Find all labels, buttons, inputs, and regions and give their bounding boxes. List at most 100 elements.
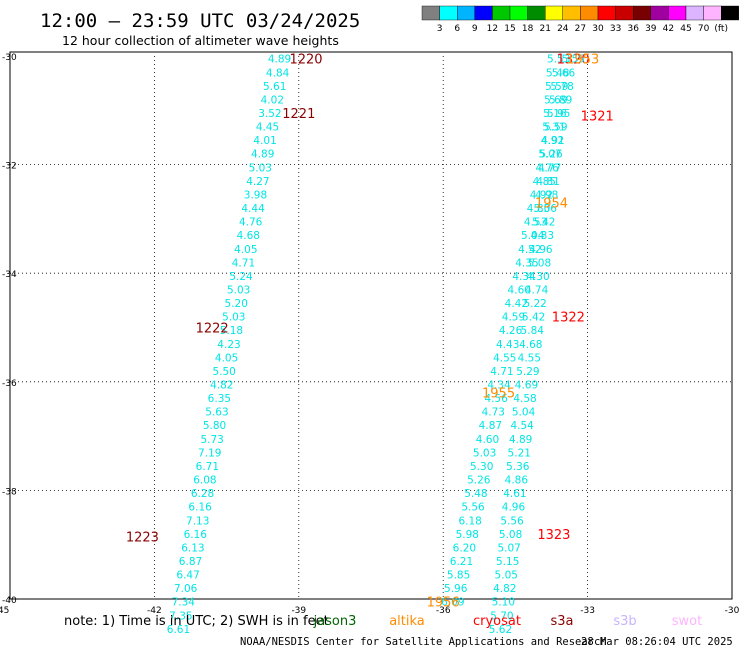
wave-height-label: 4.71 xyxy=(232,257,255,269)
wave-height-label: 5.80 xyxy=(203,420,226,432)
legend-swatch xyxy=(685,5,704,21)
legend-swatch xyxy=(457,5,476,21)
wave-height-label: 4.91 xyxy=(541,135,564,147)
wave-height-label: 5.63 xyxy=(205,407,228,419)
wave-height-label: 4.53 xyxy=(524,217,547,229)
wave-height-label: 5.95 xyxy=(547,108,570,120)
footer-timestamp: 28 Mar 08:26:04 UTC 2025 xyxy=(581,636,733,648)
wave-height-label: 4.56 xyxy=(484,393,508,405)
wave-height-label: 5.42 xyxy=(532,217,555,229)
legend-label: 39 xyxy=(645,24,657,34)
wave-height-label: 7.35 xyxy=(169,610,192,622)
legend-swatch xyxy=(421,5,440,21)
x-tick-label: -30 xyxy=(725,606,740,616)
legend-label: 12 xyxy=(487,24,498,34)
wave-height-label: 5.56 xyxy=(500,515,524,527)
chart-title: 12:00 – 23:59 UTC 03/24/2025 xyxy=(40,10,360,32)
wave-height-label: 5.69 xyxy=(544,94,567,106)
wave-height-label: 5.48 xyxy=(464,488,487,500)
wave-height-label: 5.26 xyxy=(539,149,563,161)
wave-height-label: 5.03 xyxy=(227,284,250,296)
wave-height-label: 4.61 xyxy=(503,488,526,500)
time-label: 1953 xyxy=(566,53,599,68)
legend-label: 70 xyxy=(698,24,710,34)
footer-note: note: 1) Time is in UTC; 2) SWH is in fe… xyxy=(64,614,329,629)
legend-label: 45 xyxy=(680,24,691,34)
wave-height-label: 5.07 xyxy=(497,542,520,554)
wave-height-label: 6.18 xyxy=(458,515,481,527)
wave-height-label: 6.47 xyxy=(176,570,199,582)
wave-height-label: 4.55 xyxy=(493,352,516,364)
wave-height-label: 5.10 xyxy=(492,597,515,609)
wave-height-label: 5.29 xyxy=(516,366,539,378)
legend-swatch xyxy=(474,5,493,21)
wave-height-label: 6.28 xyxy=(191,488,214,500)
wave-height-label: 4.96 xyxy=(529,244,553,256)
track-cryosat: 5.535.485.595.695.165.314.925.264.774.81… xyxy=(489,53,614,636)
wave-height-label: 5.06 xyxy=(534,203,558,215)
wave-height-label: 4.68 xyxy=(519,339,542,351)
y-tick-label: -30 xyxy=(2,53,17,63)
wave-height-label: 6.71 xyxy=(196,461,219,473)
legend-label: 36 xyxy=(627,24,639,34)
plot-area: -40 -38 -36 -34 -32 -30 -45 -42 -39 -36 -33 -30 4.8… xyxy=(0,51,740,636)
wave-height-label: 5.07 xyxy=(538,149,561,161)
x-tick-label: -33 xyxy=(580,606,595,616)
wave-height-label: 5.53 xyxy=(547,54,570,66)
legend-swatch xyxy=(721,5,740,21)
wave-height-label: 6.09 xyxy=(441,597,464,609)
wave-height-label: 4.02 xyxy=(261,94,284,106)
wave-height-label: 7.06 xyxy=(174,583,198,595)
legend-swatch xyxy=(545,5,564,21)
wave-height-label: 6.16 xyxy=(184,529,208,541)
wave-height-label: 4.76 xyxy=(535,162,559,174)
legend-label: 27 xyxy=(575,24,586,34)
wave-height-label: 4.86 xyxy=(505,475,529,487)
wave-height-label: 4.83 xyxy=(531,230,554,242)
wave-height-label: 4.84 xyxy=(266,67,290,79)
y-tick-label: -36 xyxy=(2,379,17,389)
satellite-legend-item: jason3 xyxy=(313,614,357,629)
wave-height-label: 5.21 xyxy=(508,447,531,459)
wave-height-label: 4.89 xyxy=(509,434,532,446)
wave-height-label: 6.21 xyxy=(450,556,473,568)
wave-height-label: 4.05 xyxy=(215,352,238,364)
legend-swatch xyxy=(633,5,652,21)
wave-height-label: 4.60 xyxy=(476,434,499,446)
wave-height-label: 5.03 xyxy=(222,312,245,324)
wave-height-label: 4.55 xyxy=(518,352,541,364)
wave-height-label: 4.58 xyxy=(513,393,536,405)
legend-swatch xyxy=(650,5,669,21)
y-tick-label: -38 xyxy=(2,487,17,497)
wave-height-label: 5.56 xyxy=(461,502,485,514)
wave-height-label: 4.82 xyxy=(210,380,233,392)
y-tick-label: -34 xyxy=(2,270,17,280)
legend-swatch xyxy=(562,5,581,21)
wave-height-label: 4.81 xyxy=(536,176,559,188)
wave-height-label: 5.85 xyxy=(447,570,470,582)
axis-tick-labels: -40 -38 -36 -34 -32 -30 -45 -42 -39 -36 -33 -30 xyxy=(0,53,740,616)
wave-height-label: 5.73 xyxy=(200,434,223,446)
wave-height-label: 4.85 xyxy=(533,176,556,188)
time-label: 1323 xyxy=(537,528,570,543)
wave-height-label: 4.54 xyxy=(510,420,534,432)
wave-height-label: 4.74 xyxy=(525,284,549,296)
time-label: 1320 xyxy=(557,53,590,68)
wave-height-label: 4.27 xyxy=(246,176,269,188)
legend-swatch xyxy=(615,5,634,21)
wave-height-label: 5.16 xyxy=(543,108,567,120)
wave-height-label: 5.04 xyxy=(521,230,545,242)
wave-height-label: 5.89 xyxy=(549,94,572,106)
legend-swatch xyxy=(509,5,528,21)
wave-height-label: 5.50 xyxy=(212,366,235,378)
legend-swatch xyxy=(668,5,687,21)
footer-credit: NOAA/NESDIS Center for Satellite Applica… xyxy=(240,636,607,648)
legend-swatch xyxy=(439,5,458,21)
wave-height-label: 5.61 xyxy=(263,81,286,93)
wave-height-label: 4.52 xyxy=(518,244,541,256)
wave-height-label: 6.16 xyxy=(188,502,212,514)
wave-height-label: 4.98 xyxy=(535,189,558,201)
satellite-legend-item: altika xyxy=(389,614,425,629)
legend-label: 3 xyxy=(437,24,443,34)
